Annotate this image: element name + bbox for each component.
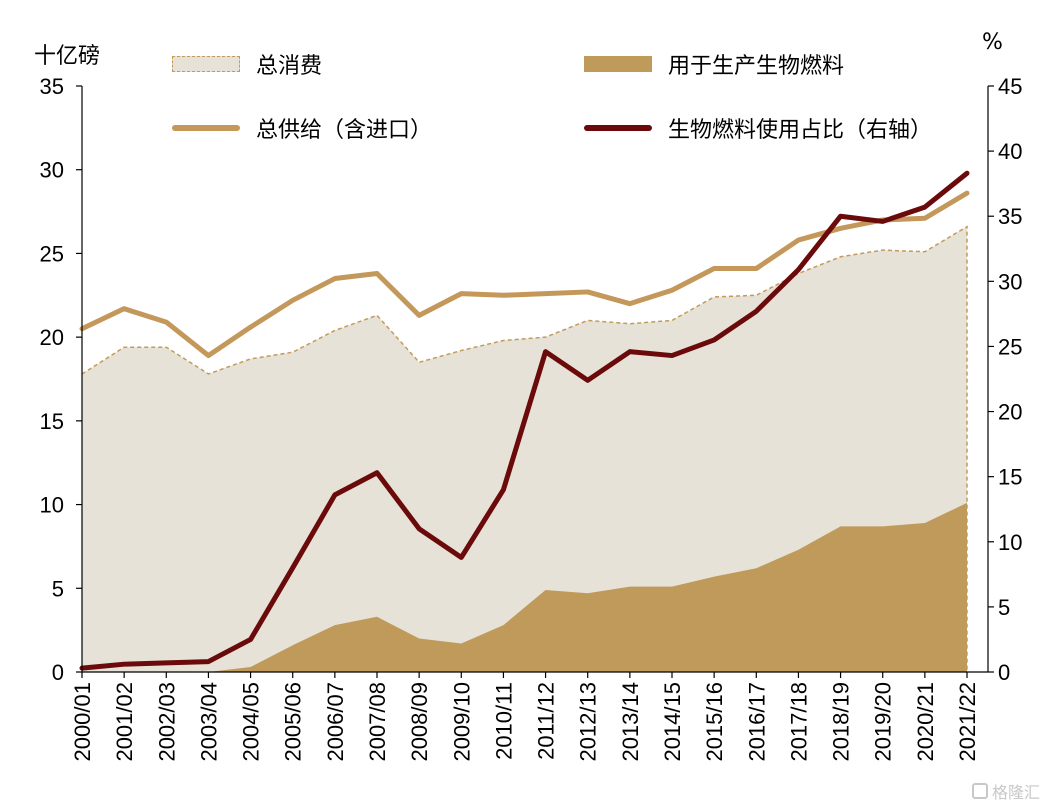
legend-swatch-total-supply	[172, 125, 240, 131]
right-axis-tick-label: 15	[998, 465, 1022, 490]
right-axis-tick-label: 30	[998, 269, 1022, 294]
lines-layer	[79, 170, 970, 671]
legend-item-biofuel-share: 生物燃料使用占比（右轴）	[584, 112, 932, 144]
x-axis-tick-label: 2003/04	[196, 682, 221, 762]
legend-item-total-consumption: 总消费	[172, 48, 322, 80]
legend-item-biofuel-use: 用于生产生物燃料	[584, 48, 844, 80]
legend-swatch-biofuel-use	[584, 56, 652, 72]
left-axis-tick-label: 15	[40, 409, 64, 434]
x-axis-tick-label: 2005/06	[281, 682, 306, 762]
area-total-consumption	[82, 226, 967, 672]
x-axis-tick-label: 2014/15	[660, 682, 685, 762]
right-axis-tick-label: 20	[998, 400, 1022, 425]
x-axis-tick-label: 2007/08	[365, 682, 390, 762]
right-axis-tick-label: 0	[998, 660, 1010, 685]
right-axis-tick-label: 5	[998, 595, 1010, 620]
axes-layer: 0 5 10 15 20 25 30 35 0 5 10 15 20 25 30 35 40 45 2000/01 2…	[40, 74, 1023, 762]
left-axis-tick-label: 20	[40, 325, 64, 350]
x-axis-tick-label: 2017/18	[786, 682, 811, 762]
x-axis-tick-label: 2006/07	[323, 682, 348, 762]
x-axis-tick-label: 2010/11	[491, 682, 516, 760]
area-total-consumption-edge	[81, 225, 968, 672]
x-axis-tick-label: 2019/20	[871, 682, 896, 762]
legend-label-biofuel-share: 生物燃料使用占比（右轴）	[668, 118, 933, 143]
x-axis-tick-label: 2020/21	[913, 682, 938, 762]
left-axis-tick-label: 5	[52, 576, 64, 601]
left-axis-unit: 十亿磅	[34, 44, 101, 69]
legend-label-total-consumption: 总消费	[256, 54, 323, 79]
legend-label-total-supply: 总供给（含进口）	[256, 118, 433, 143]
watermark: 格隆汇	[971, 779, 1040, 803]
right-axis-tick-label: 45	[998, 74, 1022, 99]
x-axis-tick-label: 2018/19	[829, 682, 854, 762]
line-biofuel-share	[79, 170, 970, 671]
x-axis-tick-label: 2012/13	[576, 682, 601, 762]
right-axis-tick-label: 40	[998, 139, 1022, 164]
legend-swatch-total-consumption	[172, 56, 240, 72]
legend-swatch-biofuel-share	[584, 125, 652, 131]
left-axis-tick-label: 10	[40, 493, 64, 518]
right-axis-tick-label: 25	[998, 334, 1022, 359]
x-axis-tick-label: 2008/09	[407, 682, 432, 762]
right-axis-tick-label: 10	[998, 530, 1022, 555]
line-total-supply	[79, 190, 970, 359]
legend-item-total-supply: 总供给（含进口）	[172, 112, 432, 144]
x-axis-tick-label: 2011/12	[534, 682, 559, 760]
x-axis-tick-label: 2016/17	[744, 682, 769, 762]
areas-layer	[81, 225, 968, 672]
left-axis-tick-label: 30	[40, 158, 64, 183]
watermark-text: 格隆汇	[991, 783, 1040, 802]
x-axis-tick-label: 2004/05	[239, 682, 264, 762]
left-axis-tick-label: 35	[40, 74, 64, 99]
x-axis-tick-label: 2002/03	[154, 682, 179, 762]
legend-label-biofuel-use: 用于生产生物燃料	[668, 54, 845, 79]
x-axis-tick-label: 2009/10	[449, 682, 474, 762]
x-axis-tick-label: 2021/22	[955, 682, 980, 762]
x-axis-tick-label: 2001/02	[112, 682, 137, 762]
x-axis-tick-label: 2015/16	[702, 682, 727, 762]
x-axis-tick-label: 2000/01	[70, 682, 95, 762]
x-axis-tick-label: 2013/14	[618, 682, 643, 762]
right-axis-unit: %	[982, 30, 1003, 55]
left-axis-tick-label: 25	[40, 241, 64, 266]
right-axis-tick-label: 35	[998, 204, 1022, 229]
area-biofuel-use	[82, 502, 967, 672]
left-axis-tick-label: 0	[52, 660, 64, 685]
watermark-logo-icon	[971, 783, 988, 799]
